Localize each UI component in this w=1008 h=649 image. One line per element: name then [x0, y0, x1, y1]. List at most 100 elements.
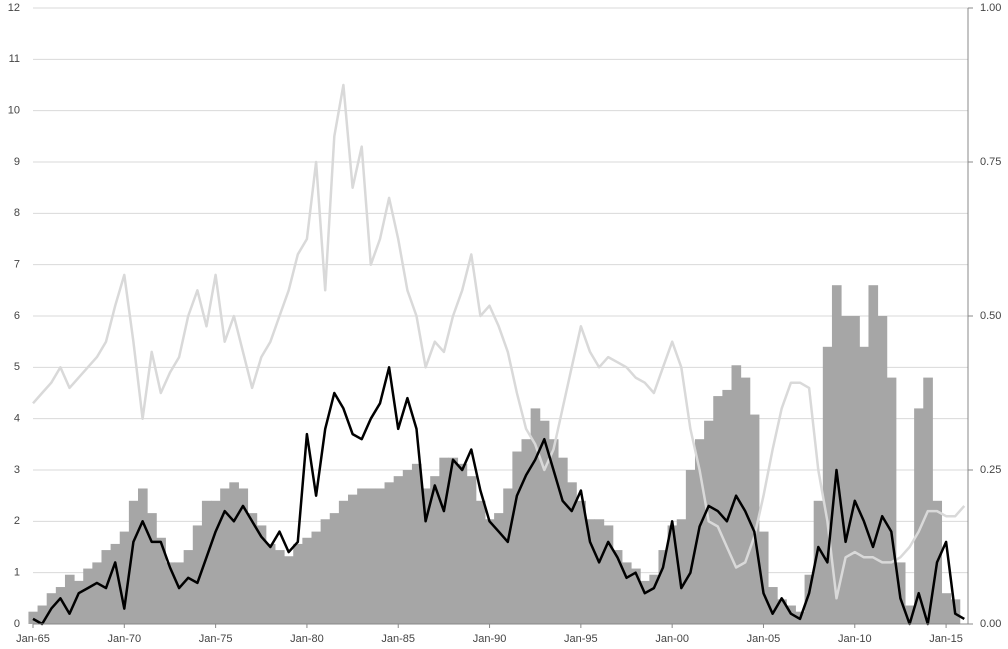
x-tick-label: Jan-85 [381, 633, 415, 645]
y-tick-label: 7 [14, 259, 20, 271]
bar [603, 525, 614, 624]
bar [174, 562, 185, 624]
bar [74, 580, 84, 624]
y-tick-label: 4 [14, 413, 20, 425]
bar [841, 316, 851, 624]
bar [859, 346, 869, 624]
x-tick-label: Jan-15 [929, 633, 963, 645]
bar [539, 420, 550, 624]
bar [813, 500, 824, 624]
bar [448, 457, 459, 624]
x-tick-label: Jan-05 [747, 633, 781, 645]
y2-tick-label: 0.75 [980, 156, 1001, 168]
bar [457, 463, 468, 624]
bar [28, 611, 39, 624]
bar [393, 476, 404, 624]
bar [311, 531, 322, 624]
bar [439, 457, 449, 624]
bar [904, 605, 915, 624]
x-tick-label: Jan-75 [199, 633, 233, 645]
bar [503, 488, 513, 624]
bar [201, 500, 212, 624]
bar [302, 537, 312, 624]
bar [128, 500, 139, 624]
bar [421, 488, 431, 624]
bar [676, 519, 687, 624]
bar [384, 482, 395, 624]
bar [430, 476, 440, 624]
bar [923, 377, 933, 624]
bar [877, 316, 888, 624]
y2-tick-label: 0.50 [980, 310, 1001, 322]
bar [914, 408, 924, 624]
y2-tick-label: 0.00 [980, 618, 1001, 630]
x-tick-label: Jan-00 [655, 633, 689, 645]
bar [631, 568, 641, 624]
y-tick-label: 3 [14, 464, 20, 476]
bar [110, 543, 121, 624]
bar [293, 543, 303, 624]
bar [822, 346, 833, 624]
bar [220, 488, 230, 624]
bar [831, 285, 842, 624]
bar [804, 574, 815, 624]
bar [576, 500, 586, 624]
y-tick-label: 11 [9, 53, 20, 65]
bar [320, 519, 331, 624]
bar [548, 439, 559, 624]
bar [284, 556, 294, 624]
y-tick-label: 2 [14, 515, 20, 527]
y2-tick-label: 1.00 [980, 2, 1001, 14]
y-tick-label: 8 [14, 207, 20, 219]
bar [658, 550, 669, 624]
bar [366, 488, 376, 624]
bar [138, 488, 148, 624]
bar [612, 550, 623, 624]
bar [229, 482, 239, 624]
bar [238, 488, 249, 624]
bar [868, 285, 879, 624]
bar [594, 519, 605, 624]
bar [512, 451, 523, 624]
y2-tick-label: 0.25 [980, 464, 1001, 476]
bar [685, 470, 696, 624]
x-tick-label: Jan-80 [290, 633, 324, 645]
bar [530, 408, 541, 624]
bar [211, 500, 221, 624]
bar [192, 525, 203, 624]
bar [886, 377, 897, 624]
bar [768, 587, 778, 624]
bar [183, 550, 194, 624]
bar [777, 599, 787, 624]
bar [329, 513, 340, 624]
bar [558, 457, 568, 624]
x-tick-label: Jan-65 [16, 633, 50, 645]
bar [521, 439, 532, 624]
bar [649, 574, 659, 624]
bar [411, 463, 422, 624]
bar [758, 531, 769, 624]
bar [64, 574, 75, 624]
bar [667, 525, 678, 624]
bar [274, 550, 285, 624]
bar [37, 605, 48, 624]
y-tick-label: 5 [14, 361, 20, 373]
y-tick-label: 12 [8, 2, 20, 14]
bar [402, 470, 413, 624]
bar [475, 500, 486, 624]
line [32, 83, 966, 600]
y-tick-label: 10 [8, 105, 20, 117]
bar [740, 377, 751, 624]
bar [375, 488, 386, 624]
bar [156, 537, 166, 624]
line [32, 366, 965, 626]
bar [92, 562, 102, 624]
x-tick-label: Jan-70 [107, 633, 141, 645]
y-tick-label: 0 [14, 618, 20, 630]
bar [119, 531, 130, 624]
bar [55, 587, 66, 624]
bar [749, 414, 760, 624]
bar [147, 513, 157, 624]
bar [357, 488, 367, 624]
